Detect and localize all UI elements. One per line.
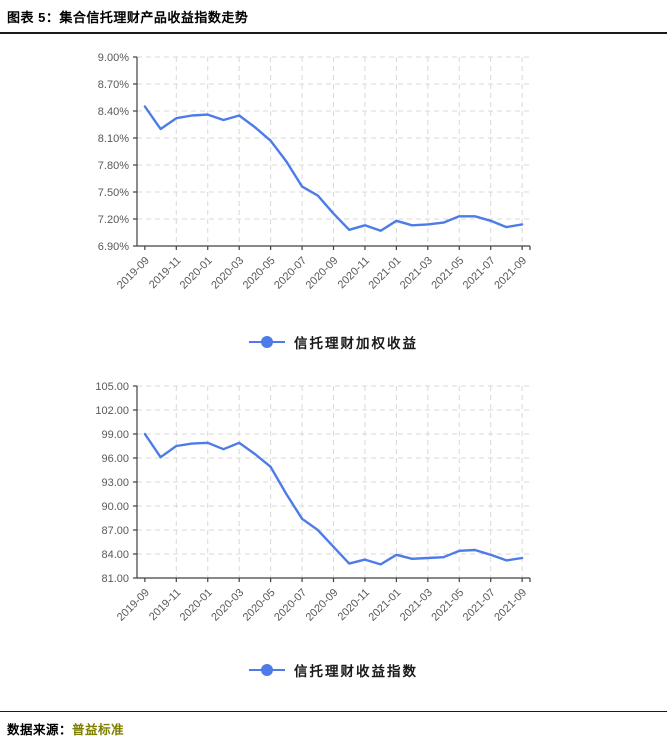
svg-text:2019-09: 2019-09 bbox=[115, 587, 152, 624]
svg-text:102.00: 102.00 bbox=[95, 405, 129, 417]
legend-label: 信托理财收益指数 bbox=[294, 664, 418, 680]
axes bbox=[133, 385, 531, 582]
legend-line-marker-icon bbox=[249, 336, 285, 348]
source-value: 普益标准 bbox=[72, 723, 125, 737]
gridlines bbox=[137, 56, 530, 246]
svg-text:2020-11: 2020-11 bbox=[336, 255, 372, 291]
svg-text:2021-09: 2021-09 bbox=[492, 587, 529, 624]
svg-text:7.20%: 7.20% bbox=[98, 214, 129, 226]
svg-text:2020-03: 2020-03 bbox=[209, 587, 246, 624]
svg-text:84.00: 84.00 bbox=[101, 549, 129, 561]
y-tick-labels: 6.90% 7.20% 7.50% 7.80% 8.10% 8.40% 8.70% 9.00% bbox=[98, 52, 129, 253]
svg-text:8.70%: 8.70% bbox=[98, 79, 129, 91]
svg-text:2020-01: 2020-01 bbox=[178, 255, 215, 292]
svg-text:87.00: 87.00 bbox=[101, 525, 129, 537]
svg-text:2021-01: 2021-01 bbox=[366, 587, 403, 624]
x-tick-labels: 2019-092019-112020-012020-032020-052020-… bbox=[115, 255, 529, 292]
svg-text:7.50%: 7.50% bbox=[98, 187, 129, 199]
svg-text:2020-07: 2020-07 bbox=[272, 587, 309, 624]
legend-line-marker-icon bbox=[249, 664, 285, 676]
gridlines bbox=[137, 385, 530, 578]
svg-text:6.90%: 6.90% bbox=[98, 241, 129, 253]
svg-text:2019-09: 2019-09 bbox=[115, 255, 152, 292]
svg-text:8.40%: 8.40% bbox=[98, 106, 129, 118]
legend-label: 信托理财加权收益 bbox=[294, 336, 418, 352]
svg-text:2019-11: 2019-11 bbox=[147, 587, 183, 623]
yield-index-line-chart: 81.00 84.00 87.00 90.00 93.00 96.00 99.00 102.0… bbox=[95, 381, 531, 624]
svg-text:99.00: 99.00 bbox=[101, 429, 129, 441]
axes bbox=[133, 56, 531, 250]
svg-text:2021-01: 2021-01 bbox=[366, 255, 403, 292]
svg-text:2020-07: 2020-07 bbox=[272, 255, 309, 292]
svg-text:9.00%: 9.00% bbox=[98, 52, 129, 64]
svg-text:2020-03: 2020-03 bbox=[209, 255, 246, 292]
svg-text:2020-09: 2020-09 bbox=[304, 587, 341, 624]
series-line bbox=[143, 105, 524, 232]
svg-text:2020-09: 2020-09 bbox=[304, 255, 341, 292]
svg-text:2020-05: 2020-05 bbox=[241, 587, 278, 624]
svg-text:2021-03: 2021-03 bbox=[398, 255, 435, 292]
svg-text:2021-05: 2021-05 bbox=[429, 587, 466, 624]
svg-text:105.00: 105.00 bbox=[95, 381, 129, 393]
svg-text:2021-05: 2021-05 bbox=[429, 255, 466, 292]
y-tick-labels: 81.00 84.00 87.00 90.00 93.00 96.00 99.00 102.0… bbox=[95, 381, 129, 585]
legend-dot-icon bbox=[261, 336, 273, 348]
svg-text:2021-09: 2021-09 bbox=[492, 255, 529, 292]
figure-title: 图表 5：集合信托理财产品收益指数走势 bbox=[7, 10, 249, 25]
footer-divider bbox=[0, 711, 667, 712]
source-label: 数据来源： bbox=[7, 723, 73, 737]
svg-text:2021-07: 2021-07 bbox=[461, 587, 498, 624]
svg-text:2021-07: 2021-07 bbox=[461, 255, 498, 292]
weighted-yield-line-chart: 6.90% 7.20% 7.50% 7.80% 8.10% 8.40% 8.70% 9.00%… bbox=[98, 52, 531, 292]
svg-text:2019-11: 2019-11 bbox=[147, 255, 183, 291]
svg-text:7.80%: 7.80% bbox=[98, 160, 129, 172]
svg-text:2020-05: 2020-05 bbox=[241, 255, 278, 292]
svg-text:2020-01: 2020-01 bbox=[178, 587, 215, 624]
svg-text:81.00: 81.00 bbox=[101, 573, 129, 585]
title-divider bbox=[0, 32, 667, 34]
svg-text:8.10%: 8.10% bbox=[98, 133, 129, 145]
legend-weighted-yield: 信托理财加权收益 bbox=[137, 333, 530, 352]
svg-text:2021-03: 2021-03 bbox=[398, 587, 435, 624]
series-line bbox=[143, 432, 524, 566]
svg-text:2020-11: 2020-11 bbox=[336, 587, 372, 623]
svg-text:96.00: 96.00 bbox=[101, 453, 129, 465]
data-source: 数据来源：普益标准 bbox=[7, 719, 124, 738]
svg-text:93.00: 93.00 bbox=[101, 477, 129, 489]
x-tick-labels: 2019-092019-112020-012020-032020-052020-… bbox=[115, 587, 529, 624]
svg-text:90.00: 90.00 bbox=[101, 501, 129, 513]
legend-yield-index: 信托理财收益指数 bbox=[137, 661, 530, 680]
legend-dot-icon bbox=[261, 664, 273, 676]
